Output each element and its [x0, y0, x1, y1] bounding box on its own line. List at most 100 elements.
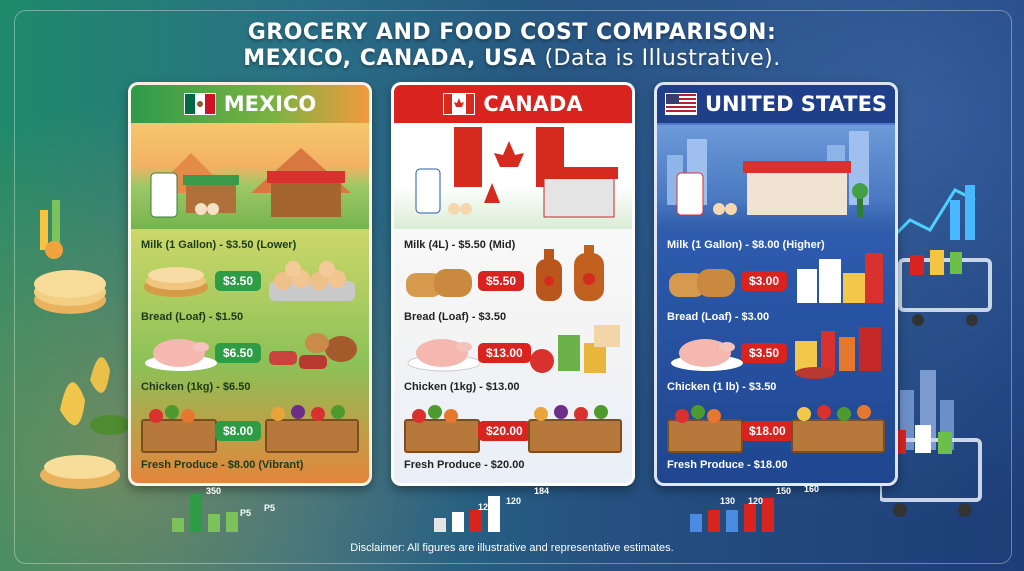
- milk-price-line: Milk (1 Gallon) - $3.50 (Lower): [141, 239, 297, 251]
- chicken-icon: [671, 339, 743, 371]
- disclaimer-text: Disclaimer: All figures are illustrative…: [350, 542, 674, 554]
- panel-header-united-states: UNITED STATES: [657, 85, 895, 125]
- mini-chart-label: 120: [478, 502, 494, 512]
- mini-chart-label: 130: [720, 496, 736, 506]
- orange-icon: [857, 405, 871, 419]
- canned-goods-icon: [530, 325, 620, 373]
- bread-price-line: Bread (Loaf) - $3.00: [667, 311, 770, 323]
- country-name: CANADA: [483, 92, 583, 116]
- mini-chart-label: 160: [804, 484, 820, 494]
- greens-icon: [331, 405, 345, 419]
- mini-chart-label: P5: [240, 508, 252, 518]
- mini-chart-label: 184: [534, 486, 550, 496]
- tortilla-icon: [144, 267, 208, 297]
- mini-bar: [208, 514, 220, 532]
- mini-bar: [488, 496, 500, 532]
- panel-header-mexico: MEXICO: [131, 85, 369, 123]
- bread-price-line: Bread (Loaf) - $1.50: [141, 311, 244, 323]
- panel-header-canada: CANADA: [394, 85, 632, 123]
- mini-bar: [452, 512, 464, 532]
- lettuce-icon: [165, 405, 179, 419]
- mexico-flag-icon: [183, 93, 216, 115]
- right-decoration: [880, 185, 992, 517]
- mini-chart-label: P5: [264, 503, 276, 513]
- pepper-icon: [574, 407, 588, 421]
- market-illustration: [150, 148, 351, 218]
- tomato-icon: [412, 409, 426, 423]
- mini-bar: [690, 514, 702, 532]
- maple-syrup-icon: [536, 245, 604, 301]
- greens-icon: [594, 405, 608, 419]
- supermarket-scene: [657, 125, 895, 231]
- supermarket-illustration: [667, 131, 869, 217]
- price-tag-chicken: $3.50: [741, 343, 788, 363]
- page-title-line1: GROCERY AND FOOD COST COMPARISON:: [247, 20, 777, 45]
- mini-bar: [190, 494, 202, 532]
- mini-chart-canada: [434, 492, 500, 532]
- pepper-yellow-icon: [797, 407, 811, 421]
- chicken-price-line: Chicken (1kg) - $6.50: [141, 381, 251, 393]
- mini-chart-label: 120: [506, 496, 522, 506]
- mini-chart-united-states: [690, 492, 774, 532]
- price-tag-produce: $8.00: [215, 421, 262, 441]
- dairy-products-icon: [797, 253, 883, 303]
- canada-flag-icon: [443, 93, 476, 115]
- pepper-icon: [311, 407, 325, 421]
- panel-canada: CANADA Milk (4L) - $5.50 (Mid) $5.50 Bre…: [391, 82, 635, 486]
- produce-crate: [404, 419, 480, 453]
- produce-price-line: Fresh Produce - $20.00: [404, 459, 525, 471]
- price-tag-chicken: $13.00: [478, 343, 531, 363]
- packaged-goods-icon: [795, 327, 881, 379]
- pepper-red-icon: [817, 405, 831, 419]
- carrot-icon: [707, 409, 721, 423]
- mini-chart-label: 350: [206, 486, 222, 496]
- chicken-price-line: Chicken (1 lb) - $3.50: [667, 381, 777, 393]
- mini-bar: [434, 518, 446, 532]
- left-decoration: [34, 200, 130, 489]
- mini-chart-mexico: [172, 492, 238, 532]
- bread-icon: [406, 269, 472, 297]
- bread-price-line: Bread (Loaf) - $3.50: [404, 311, 507, 323]
- price-tag-milk: $3.50: [215, 271, 262, 291]
- price-tag-chicken: $6.50: [215, 343, 262, 363]
- tomato-icon: [149, 409, 163, 423]
- eggplant-icon: [291, 405, 305, 419]
- corn-icon: [271, 407, 285, 421]
- bread-icon: [669, 269, 735, 297]
- price-tag-bread: $5.50: [478, 271, 525, 291]
- broccoli-icon: [837, 407, 851, 421]
- mini-bar: [762, 498, 774, 532]
- page-title-countries: MEXICO, CANADA, USA: [243, 46, 537, 71]
- market-scene: [131, 123, 369, 229]
- produce-crate: [141, 419, 217, 453]
- milk-price-line: Milk (1 Gallon) - $8.00 (Higher): [667, 239, 825, 251]
- country-name: MEXICO: [223, 92, 317, 116]
- lettuce-icon: [691, 405, 705, 419]
- tomato-icon: [675, 409, 689, 423]
- chicken-icon: [407, 339, 481, 372]
- eggs-icon: [269, 261, 355, 301]
- carrot-icon: [444, 409, 458, 423]
- country-name: UNITED STATES: [704, 92, 888, 116]
- milk-price-line: Milk (4L) - $5.50 (Mid): [404, 239, 516, 251]
- mini-bar: [226, 512, 238, 532]
- mini-chart-label: 120: [748, 496, 764, 506]
- meat-icon: [269, 333, 357, 369]
- page-title-line2: MEXICO, CANADA, USA (Data is Illustrativ…: [0, 46, 1024, 71]
- produce-price-line: Fresh Produce - $18.00: [667, 459, 788, 471]
- chicken-price-line: Chicken (1kg) - $13.00: [404, 381, 520, 393]
- produce-crate: [667, 419, 743, 453]
- price-tag-produce: $18.00: [741, 421, 794, 441]
- price-tag-bread: $3.00: [741, 271, 788, 291]
- mini-bar: [172, 518, 184, 532]
- page-title-note: (Data is Illustrative).: [544, 46, 781, 71]
- mini-bar: [708, 510, 720, 532]
- panel-mexico: MEXICO Milk (1 Gallon) - $3.50 (Lower) $…: [128, 82, 372, 486]
- outer-frame: [14, 10, 1012, 564]
- produce-crate-large: [791, 419, 885, 453]
- produce-crate-large: [528, 419, 622, 453]
- chicken-icon: [145, 339, 217, 371]
- store-scene: [394, 123, 632, 229]
- panel-united-states: UNITED STATES Milk (1 Gallon) - $8.00 (H…: [654, 82, 898, 486]
